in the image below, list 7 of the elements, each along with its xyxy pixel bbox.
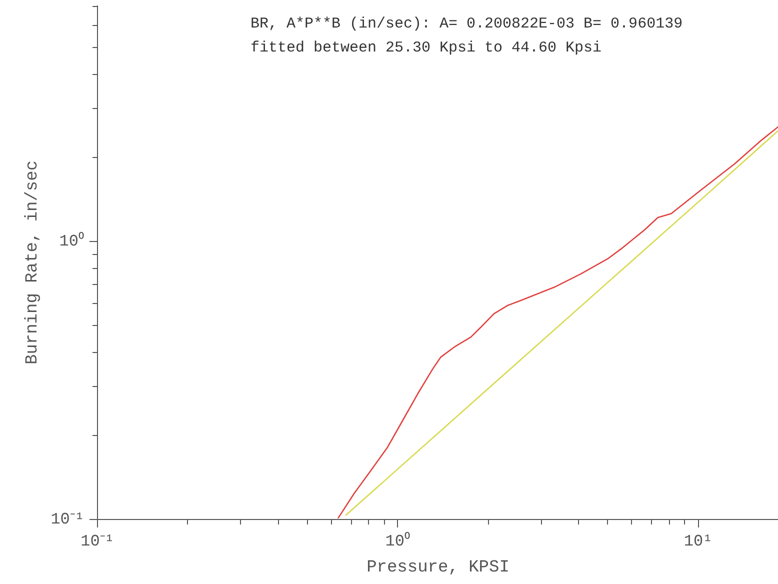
x-axis-title: Pressure, KPSI	[366, 558, 510, 578]
y-axis-title: Burning Rate, in/sec	[24, 160, 43, 365]
x-tick-label: 10⁻¹	[80, 532, 114, 550]
x-tick-label: 10¹	[684, 532, 713, 550]
annotation: BR, A*P**B (in/sec): A= 0.200822E-03 B= 0.960139	[250, 16, 683, 32]
annotation: fitted between 25.30 Kpsi to 44.60 Kpsi	[250, 40, 602, 56]
x-tick-label: 10⁰	[385, 532, 410, 550]
